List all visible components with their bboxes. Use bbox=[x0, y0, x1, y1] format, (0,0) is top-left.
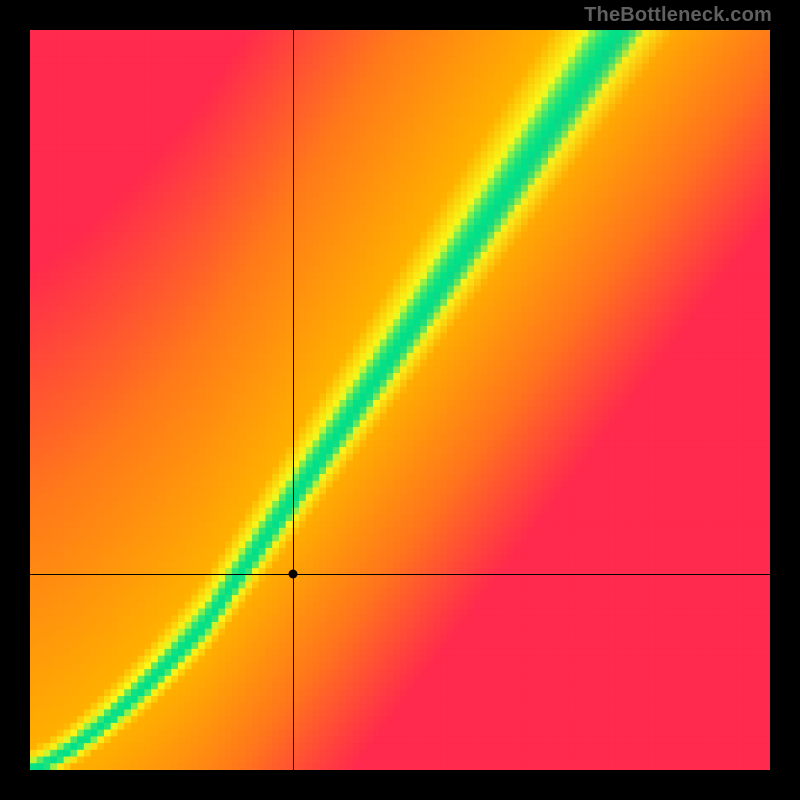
crosshair-vertical bbox=[293, 30, 294, 770]
heatmap-canvas bbox=[30, 30, 770, 770]
bottleneck-heatmap bbox=[30, 30, 770, 770]
crosshair-horizontal bbox=[30, 574, 770, 575]
marker-dot bbox=[288, 569, 297, 578]
watermark-text: TheBottleneck.com bbox=[584, 4, 772, 27]
